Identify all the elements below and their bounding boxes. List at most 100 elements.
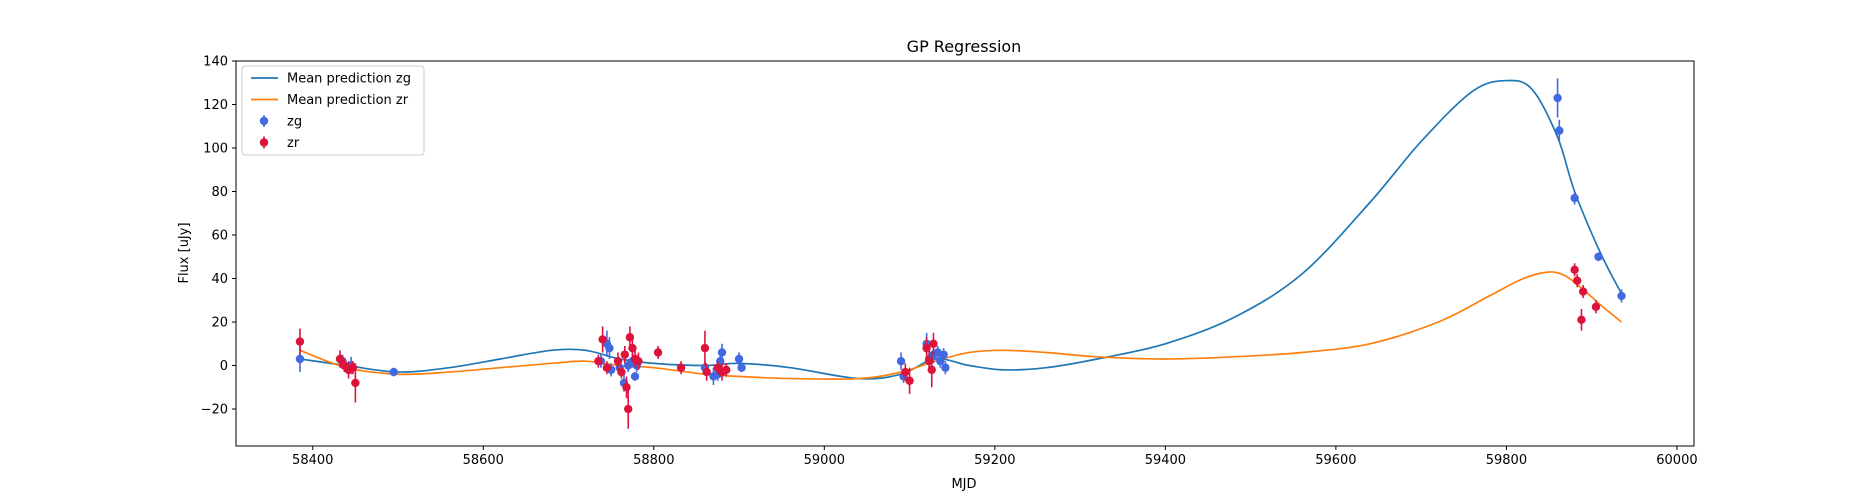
point-zr <box>905 367 914 394</box>
chart-title: GP Regression <box>907 37 1022 56</box>
point-zr <box>1591 300 1601 314</box>
point-zr <box>351 363 360 403</box>
y-tick-label: 40 <box>211 272 228 287</box>
point-zg <box>941 361 950 375</box>
legend-item: zg <box>259 115 302 130</box>
y-tick-label: 100 <box>203 142 228 157</box>
marker-zr <box>617 367 626 377</box>
marker-zr <box>594 356 603 366</box>
point-zr <box>1570 263 1579 277</box>
point-zr <box>628 337 637 359</box>
point-zr <box>634 352 643 370</box>
marker-zg <box>939 350 948 359</box>
marker-zr <box>901 367 910 377</box>
point-zg <box>1555 119 1564 142</box>
marker-zg <box>737 363 746 372</box>
legend-label: Mean prediction zr <box>287 93 409 108</box>
y-tick-label: 20 <box>211 316 228 331</box>
marker-zr <box>1578 287 1588 296</box>
point-zg <box>896 352 906 370</box>
point-zr <box>929 332 938 355</box>
point-zr <box>622 376 631 399</box>
marker-zr <box>722 365 731 375</box>
marker-zg <box>1553 93 1562 103</box>
point-zg <box>737 363 746 373</box>
legend-item: zr <box>259 136 300 151</box>
marker-zr <box>613 356 623 366</box>
x-tick-label: 59200 <box>974 453 1015 468</box>
x-axis-ticks: 58400 58600 58800 59000 59200 59400 59600 59800… <box>292 446 1698 468</box>
point-zr <box>676 361 686 375</box>
point-zr <box>598 326 607 353</box>
x-tick-label: 60000 <box>1656 453 1697 468</box>
point-zg <box>1617 289 1626 303</box>
marker-zr <box>1591 302 1601 311</box>
x-tick-label: 59400 <box>1145 453 1186 468</box>
marker-zr <box>676 363 686 372</box>
marker-zr <box>622 383 631 392</box>
x-tick-label: 58600 <box>463 453 504 468</box>
legend-item: Mean prediction zg <box>251 72 411 87</box>
y-tick-label: 120 <box>203 98 228 113</box>
marker-zg <box>605 343 614 353</box>
point-zr <box>620 345 629 364</box>
point-zr <box>700 330 710 366</box>
marker-zr <box>1570 265 1579 275</box>
marker-zr <box>628 343 637 353</box>
marker-zg <box>389 367 398 377</box>
point-zr <box>594 354 603 368</box>
plot-content <box>295 78 1626 429</box>
x-axis-label: MJD <box>951 477 976 492</box>
marker-zg <box>1570 193 1579 203</box>
legend-label: zr <box>287 136 300 151</box>
x-tick-label: 59800 <box>1486 453 1527 468</box>
point-zr <box>335 350 345 368</box>
line-mean-prediction-zg <box>299 79 1623 380</box>
point-zr <box>922 337 931 359</box>
marker-zg <box>896 356 906 366</box>
y-tick-label: 80 <box>211 185 228 200</box>
x-tick-label: 58800 <box>633 453 674 468</box>
y-axis-ticks: −20 0 20 40 60 80 100 120 140 <box>201 55 236 418</box>
marker-zr <box>1572 276 1582 285</box>
point-zg <box>734 352 744 366</box>
point-zg <box>1594 252 1603 262</box>
marker-zg <box>936 356 945 366</box>
point-zg <box>389 367 398 377</box>
marker-zr <box>634 356 643 366</box>
point-zg <box>717 343 727 362</box>
marker-zr <box>927 365 936 375</box>
x-tick-label: 59600 <box>1315 453 1356 468</box>
point-zr <box>624 389 633 429</box>
point-zg <box>1570 191 1579 205</box>
legend-marker-swatch <box>259 138 269 147</box>
marker-zg <box>295 354 305 364</box>
marker-zr <box>700 343 710 353</box>
marker-zr <box>598 335 607 344</box>
x-tick-label: 58400 <box>292 453 333 468</box>
point-zr <box>653 345 663 359</box>
point-zr <box>613 352 623 370</box>
marker-zr <box>620 350 629 359</box>
marker-zr <box>922 343 931 353</box>
point-zr <box>722 363 731 377</box>
point-zr <box>602 361 612 375</box>
point-zr <box>901 363 910 381</box>
point-zg <box>1553 78 1562 118</box>
point-zr <box>702 363 711 381</box>
y-tick-label: 60 <box>211 229 228 244</box>
point-zr <box>1577 308 1586 331</box>
point-zr <box>617 365 626 379</box>
marker-zg <box>1594 252 1603 261</box>
marker-zg <box>1555 126 1564 135</box>
point-zr <box>1572 274 1582 288</box>
marker-zg <box>941 363 950 372</box>
x-tick-label: 59000 <box>804 453 845 468</box>
marker-zr <box>335 354 345 364</box>
marker-zr <box>929 339 938 348</box>
marker-zg <box>1617 291 1626 301</box>
point-zr <box>295 328 305 355</box>
point-zr <box>927 352 936 388</box>
y-tick-label: −20 <box>201 403 228 418</box>
